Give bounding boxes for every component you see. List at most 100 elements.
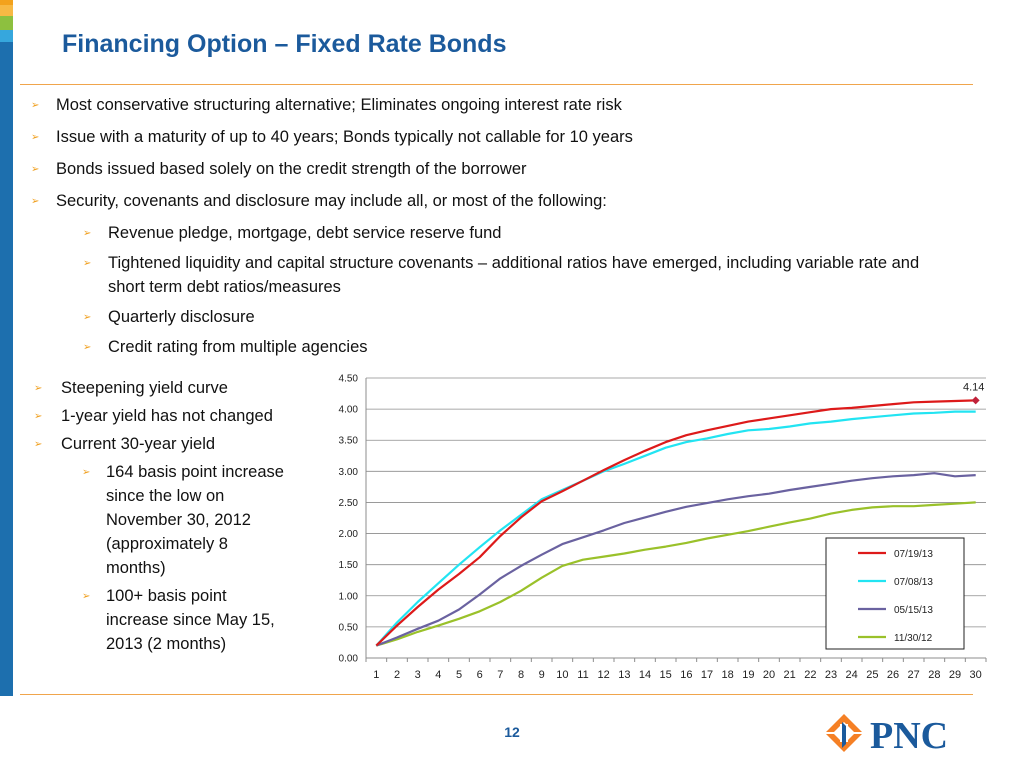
legend-label: 07/08/13 [894, 577, 933, 588]
bullet-arrow-icon: ➢ [82, 467, 91, 478]
y-tick-label: 2.00 [339, 529, 359, 540]
x-tick-label: 26 [887, 669, 899, 681]
bullet-arrow-icon: ➢ [31, 196, 40, 207]
y-tick-label: 0.50 [339, 622, 359, 633]
sidebar-yellow-segment [0, 5, 13, 16]
bullet-item: ➢ Security, covenants and disclosure may … [31, 189, 956, 213]
series-line-07-08-13 [375, 410, 976, 647]
x-tick-label: 3 [415, 669, 421, 681]
bullet-arrow-icon: ➢ [31, 164, 40, 175]
y-tick-label: 3.00 [339, 467, 359, 478]
y-tick-label: 0.00 [339, 654, 359, 665]
bullet-text: Issue with a maturity of up to 40 years;… [56, 128, 633, 146]
x-tick-label: 11 [577, 669, 588, 681]
series-line-07-19-13 [375, 399, 976, 647]
bullet-text: Security, covenants and disclosure may i… [56, 192, 607, 210]
x-tick-label: 15 [660, 669, 672, 681]
top-bullet-list: ➢ Most conservative structuring alternati… [31, 93, 956, 365]
bullet-text: 1-year yield has not changed [61, 407, 273, 425]
x-tick-label: 14 [639, 669, 651, 681]
legend-label: 07/19/13 [894, 549, 933, 560]
bullet-text: Steepening yield curve [61, 379, 228, 397]
pnc-logo-wordmark: PNC [870, 715, 948, 757]
bullet-arrow-icon: ➢ [31, 100, 40, 111]
x-tick-label: 25 [866, 669, 878, 681]
x-tick-label: 27 [908, 669, 920, 681]
chart-axes: 0.00 0.50 1.00 1.50 2.00 2.50 3.00 3.50 4.00 4.50… [339, 374, 987, 681]
bullet-text: Bonds issued based solely on the credit … [56, 160, 527, 178]
x-tick-label: 2 [394, 669, 400, 681]
x-tick-label: 7 [497, 669, 503, 681]
chart-legend: 07/19/13 07/08/13 05/15/13 11/30/12 [825, 537, 965, 650]
yield-curve-chart: 0.00 0.50 1.00 1.50 2.00 2.50 3.00 3.50 4.00 4.50… [339, 374, 987, 681]
y-tick-label: 4.50 [339, 374, 359, 385]
page-title: Financing Option – Fixed Rate Bonds [62, 30, 507, 58]
bullet-text: Revenue pledge, mortgage, debt service r… [108, 224, 502, 242]
bullet-item: ➢ Steepening yield curve [34, 376, 291, 400]
series-line-11-30-12 [375, 501, 976, 647]
legend-label: 11/30/12 [894, 633, 933, 644]
bullet-item: ➢ Bonds issued based solely on the credit… [31, 157, 956, 181]
bullet-item: ➢ Current 30-year yield [34, 432, 291, 456]
x-tick-label: 24 [846, 669, 858, 681]
data-point-marker [971, 396, 980, 405]
legend-box [825, 537, 965, 650]
y-tick-label: 3.50 [339, 436, 359, 447]
bullet-item: ➢ Issue with a maturity of up to 40 years… [31, 125, 956, 149]
bullet-text: Quarterly disclosure [108, 308, 255, 326]
bullet-text: 100+ basis point increase since May 15, … [106, 587, 275, 653]
x-tick-label: 28 [928, 669, 940, 681]
x-tick-label: 13 [618, 669, 630, 681]
sub-bullet-item: ➢ Tightened liquidity and capital structu… [83, 251, 956, 299]
bullet-arrow-icon: ➢ [83, 228, 92, 239]
sub-bullet-item: ➢ Credit rating from multiple agencies [83, 335, 956, 359]
x-tick-label: 9 [539, 669, 545, 681]
bullet-text: Credit rating from multiple agencies [108, 338, 368, 356]
y-tick-label: 1.50 [339, 560, 359, 571]
bullet-arrow-icon: ➢ [83, 258, 92, 269]
bullet-item: ➢ 1-year yield has not changed [34, 404, 291, 428]
bullet-item: ➢ Most conservative structuring alternati… [31, 93, 956, 117]
x-tick-label: 20 [763, 669, 775, 681]
x-tick-label: 10 [556, 669, 568, 681]
bullet-arrow-icon: ➢ [34, 439, 43, 450]
sidebar-accent-bar [0, 0, 13, 696]
bullet-arrow-icon: ➢ [83, 312, 92, 323]
series-line-05-15-13 [375, 472, 976, 647]
x-tick-label: 12 [598, 669, 610, 681]
sidebar-orange-segment [0, 0, 13, 5]
x-tick-label: 1 [373, 669, 379, 681]
sub-bullet-item: ➢ 100+ basis point increase since May 15,… [82, 584, 291, 656]
pnc-logo: PNC [826, 714, 948, 757]
bullet-arrow-icon: ➢ [34, 411, 43, 422]
page-number: 12 [504, 724, 520, 740]
bullet-arrow-icon: ➢ [31, 132, 40, 143]
footer-divider [20, 694, 973, 695]
x-tick-label: 4 [435, 669, 441, 681]
bullet-text: 164 basis point increase since the low o… [106, 463, 284, 577]
bullet-text: Most conservative structuring alternativ… [56, 96, 622, 114]
sub-bullet-item: ➢ 164 basis point increase since the low … [82, 460, 291, 580]
chart-series [375, 399, 976, 647]
x-tick-label: 17 [701, 669, 713, 681]
x-tick-label: 6 [477, 669, 483, 681]
sidebar-green-segment [0, 16, 13, 30]
pnc-logo-mark [826, 714, 862, 752]
x-tick-label: 23 [825, 669, 837, 681]
sub-bullet-item: ➢ Revenue pledge, mortgage, debt service … [83, 221, 956, 245]
x-tick-label: 29 [949, 669, 961, 681]
bullet-arrow-icon: ➢ [82, 591, 91, 602]
x-tick-label: 8 [518, 669, 524, 681]
bullet-arrow-icon: ➢ [34, 383, 43, 394]
y-tick-label: 1.00 [339, 591, 359, 602]
left-bullet-list: ➢ Steepening yield curve ➢ 1-year yield has… [34, 376, 291, 660]
x-tick-label: 22 [804, 669, 816, 681]
y-tick-label: 4.00 [339, 405, 359, 416]
y-tick-label: 2.50 [339, 498, 359, 509]
x-tick-label: 30 [970, 669, 982, 681]
data-label: 4.14 [963, 381, 984, 393]
legend-label: 05/15/13 [894, 605, 933, 616]
bullet-text: Current 30-year yield [61, 435, 216, 453]
sub-bullet-item: ➢ Quarterly disclosure [83, 305, 956, 329]
bullet-text: Tightened liquidity and capital structur… [108, 254, 920, 296]
